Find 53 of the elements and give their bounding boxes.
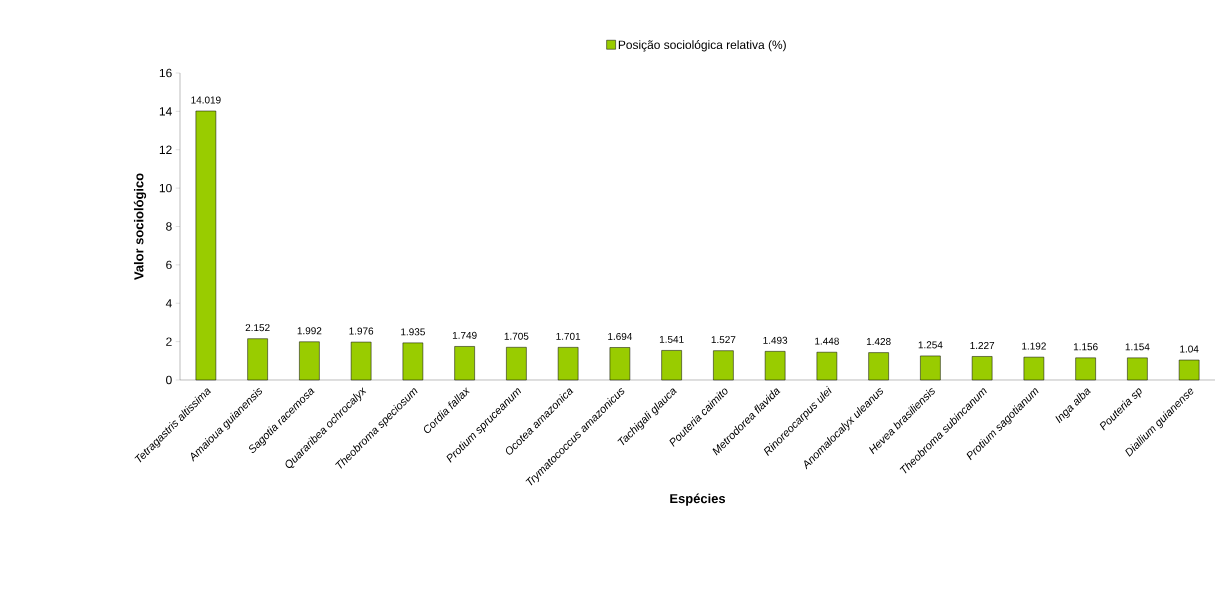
data-label: 1.992 <box>297 327 322 335</box>
data-label: 1.749 <box>452 331 477 339</box>
bar <box>868 352 889 381</box>
data-label: 1.04 <box>1180 345 1199 353</box>
bar <box>661 350 682 381</box>
bar <box>971 356 993 381</box>
y-tick-label: 8 <box>166 222 172 231</box>
data-label: 1.428 <box>866 338 891 346</box>
data-label: 1.192 <box>1022 342 1046 350</box>
x-axis-title: Espécies <box>670 493 726 506</box>
bar <box>1023 356 1045 381</box>
bar <box>350 341 372 381</box>
bar <box>195 110 217 381</box>
y-tick-label: 10 <box>159 183 172 193</box>
y-tick-label: 0 <box>166 375 172 385</box>
data-label: 1.493 <box>763 336 788 344</box>
data-label: 1.705 <box>504 332 529 340</box>
bar <box>1075 357 1096 381</box>
data-label: 1.254 <box>918 341 943 349</box>
data-label: 1.694 <box>608 332 633 340</box>
y-tick-label: 16 <box>159 68 172 78</box>
legend-label: Posição sociológica relativa (%) <box>618 40 786 52</box>
x-tick-label: Inga alba <box>1055 388 1091 424</box>
data-label: 1.701 <box>556 332 581 340</box>
y-tick-label: 14 <box>159 107 172 116</box>
y-tick-label: 6 <box>166 260 172 270</box>
data-label: 1.227 <box>970 341 995 349</box>
y-tick-label: 2 <box>166 337 172 346</box>
data-label: 14.019 <box>191 96 221 104</box>
bar <box>506 347 527 381</box>
bar <box>299 341 320 381</box>
data-label: 1.541 <box>659 335 684 343</box>
y-axis-title: Valor sociológico <box>133 173 147 281</box>
data-label: 1.527 <box>711 336 736 344</box>
bar <box>1127 357 1148 381</box>
bar <box>247 338 268 381</box>
bar <box>402 342 424 381</box>
bar <box>764 351 786 381</box>
data-label: 1.976 <box>349 327 374 335</box>
bar <box>557 347 579 381</box>
bar <box>816 351 838 381</box>
bar <box>713 350 734 381</box>
data-label: 1.154 <box>1125 343 1150 351</box>
data-label: 1.156 <box>1073 343 1098 351</box>
y-tick-label: 4 <box>165 299 172 308</box>
data-label: 2.152 <box>245 324 270 332</box>
bar <box>609 347 631 381</box>
bar <box>454 346 475 381</box>
y-tick-label: 12 <box>159 145 172 154</box>
bar <box>920 355 941 381</box>
data-label: 1.935 <box>401 328 425 336</box>
bar <box>1178 359 1200 381</box>
data-label: 1.448 <box>815 337 839 345</box>
